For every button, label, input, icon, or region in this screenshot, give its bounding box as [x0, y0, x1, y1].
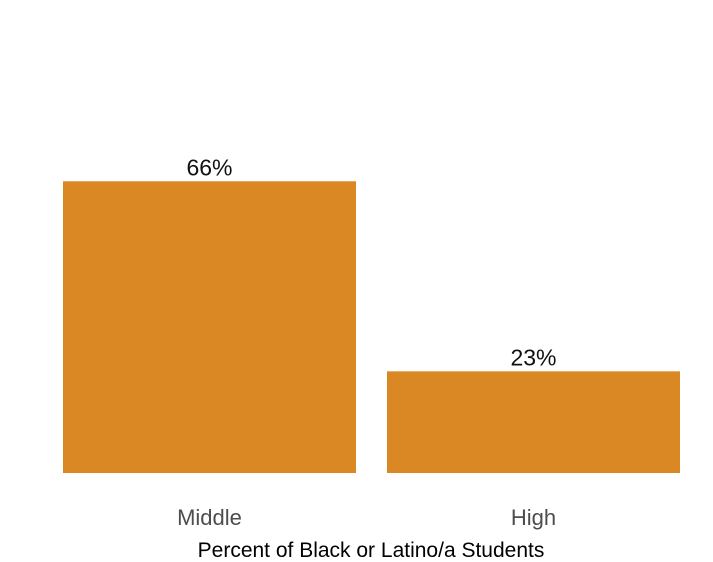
x-axis-title: Percent of Black or Latino/a Students — [198, 539, 545, 562]
x-tick-label: Middle — [177, 505, 242, 530]
bars-group — [63, 181, 680, 473]
bar-high — [387, 371, 680, 473]
bar-value-labels: 66% 23% — [186, 154, 556, 370]
x-tick-label: High — [511, 505, 556, 530]
bar-value-label: 23% — [510, 344, 556, 370]
bar-value-label: 66% — [186, 154, 232, 180]
x-tick-labels: Middle High — [177, 505, 556, 530]
bar-middle — [63, 181, 356, 473]
